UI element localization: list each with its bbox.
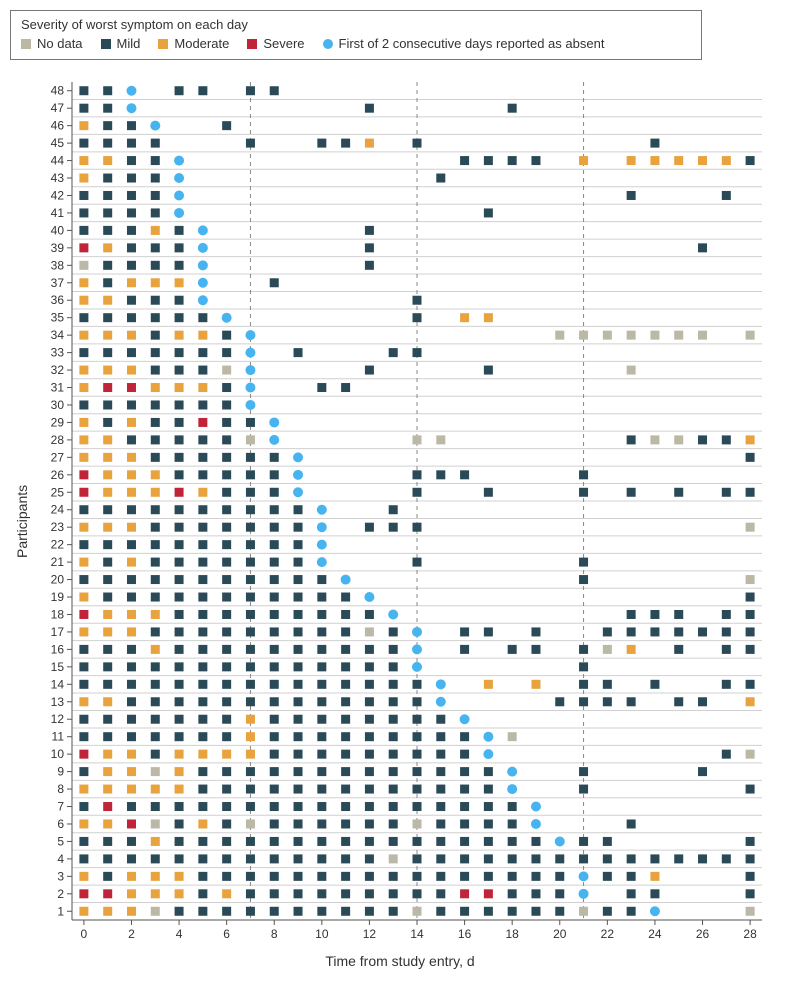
svg-text:40: 40 xyxy=(51,223,65,237)
svg-text:8: 8 xyxy=(271,927,278,941)
svg-text:28: 28 xyxy=(743,927,757,941)
svg-text:10: 10 xyxy=(51,747,65,761)
svg-text:33: 33 xyxy=(51,346,65,360)
legend-item-m: Mild xyxy=(101,36,141,51)
svg-text:36: 36 xyxy=(51,293,65,307)
svg-text:3: 3 xyxy=(57,869,64,883)
svg-text:34: 34 xyxy=(51,328,65,342)
svg-text:43: 43 xyxy=(51,171,65,185)
svg-text:15: 15 xyxy=(51,660,65,674)
svg-text:2: 2 xyxy=(128,927,135,941)
svg-text:6: 6 xyxy=(57,817,64,831)
svg-text:38: 38 xyxy=(51,258,65,272)
svg-text:11: 11 xyxy=(52,730,65,744)
svg-text:37: 37 xyxy=(51,276,65,290)
svg-text:24: 24 xyxy=(648,927,662,941)
svg-text:6: 6 xyxy=(223,927,230,941)
legend-item-label: No data xyxy=(37,36,83,51)
legend-title: Severity of worst symptom on each day xyxy=(21,17,691,32)
svg-text:16: 16 xyxy=(51,642,65,656)
svg-text:26: 26 xyxy=(51,468,65,482)
y-axis-label: Participants xyxy=(10,74,30,969)
svg-text:2: 2 xyxy=(57,887,64,901)
svg-text:4: 4 xyxy=(57,852,64,866)
legend-item-label: First of 2 consecutive days reported as … xyxy=(339,36,605,51)
svg-text:20: 20 xyxy=(553,927,567,941)
svg-text:22: 22 xyxy=(51,538,65,552)
svg-text:12: 12 xyxy=(51,712,65,726)
circle-swatch xyxy=(323,39,333,49)
symptom-swimmer-plot: 1234567891011121314151617181920212223242… xyxy=(30,74,770,944)
svg-text:16: 16 xyxy=(458,927,472,941)
svg-text:10: 10 xyxy=(315,927,329,941)
svg-text:0: 0 xyxy=(81,927,88,941)
svg-text:12: 12 xyxy=(363,927,377,941)
svg-text:27: 27 xyxy=(51,450,65,464)
square-swatch xyxy=(247,39,257,49)
svg-text:26: 26 xyxy=(696,927,710,941)
svg-text:8: 8 xyxy=(57,782,64,796)
svg-text:47: 47 xyxy=(51,101,65,115)
svg-text:20: 20 xyxy=(51,573,65,587)
svg-text:9: 9 xyxy=(57,765,64,779)
svg-text:5: 5 xyxy=(57,834,64,848)
svg-text:19: 19 xyxy=(51,590,65,604)
svg-text:7: 7 xyxy=(57,800,64,814)
svg-text:44: 44 xyxy=(51,154,65,168)
x-axis-label: Time from study entry, d xyxy=(30,953,770,969)
legend-item-s: Severe xyxy=(247,36,304,51)
svg-text:18: 18 xyxy=(51,607,65,621)
legend-item-label: Moderate xyxy=(174,36,229,51)
svg-text:41: 41 xyxy=(51,206,65,220)
svg-text:31: 31 xyxy=(51,381,65,395)
legend-item-g: No data xyxy=(21,36,83,51)
square-swatch xyxy=(101,39,111,49)
svg-text:14: 14 xyxy=(410,927,424,941)
square-swatch xyxy=(158,39,168,49)
svg-text:30: 30 xyxy=(51,398,65,412)
svg-text:21: 21 xyxy=(51,555,65,569)
svg-text:42: 42 xyxy=(51,188,65,202)
svg-text:13: 13 xyxy=(51,695,65,709)
svg-text:32: 32 xyxy=(51,363,65,377)
svg-text:45: 45 xyxy=(51,136,65,150)
legend: Severity of worst symptom on each day No… xyxy=(10,10,702,60)
svg-text:14: 14 xyxy=(51,677,65,691)
square-swatch xyxy=(21,39,31,49)
svg-text:48: 48 xyxy=(51,84,65,98)
svg-text:18: 18 xyxy=(505,927,519,941)
svg-text:35: 35 xyxy=(51,311,65,325)
svg-text:24: 24 xyxy=(51,503,65,517)
svg-text:39: 39 xyxy=(51,241,65,255)
svg-text:4: 4 xyxy=(176,927,183,941)
svg-text:28: 28 xyxy=(51,433,65,447)
svg-text:46: 46 xyxy=(51,119,65,133)
svg-text:23: 23 xyxy=(51,520,65,534)
svg-text:1: 1 xyxy=(57,904,64,918)
legend-item-label: Severe xyxy=(263,36,304,51)
legend-items: No data Mild Moderate Severe First of 2 cons… xyxy=(21,36,691,51)
legend-item-o: Moderate xyxy=(158,36,229,51)
svg-text:17: 17 xyxy=(51,625,65,639)
svg-text:22: 22 xyxy=(601,927,615,941)
svg-text:29: 29 xyxy=(51,415,65,429)
svg-text:25: 25 xyxy=(51,485,65,499)
legend-item-label: Mild xyxy=(117,36,141,51)
legend-item-a: First of 2 consecutive days reported as … xyxy=(323,36,605,51)
